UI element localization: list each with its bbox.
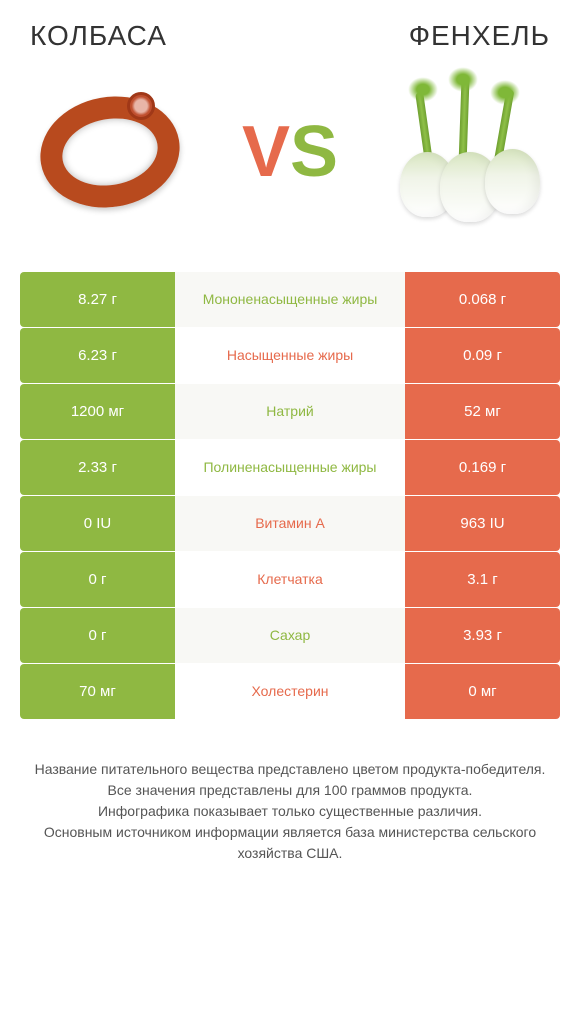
infographic-container: КОЛБАСА ФЕНХЕЛЬ VS 8 — [0, 0, 580, 874]
value-left: 8.27 г — [20, 272, 175, 327]
nutrient-label: Сахар — [175, 608, 405, 663]
vs-v: V — [242, 112, 290, 192]
table-row: 0 гСахар3.93 г — [20, 608, 560, 663]
value-left: 0 г — [20, 608, 175, 663]
nutrient-label: Насыщенные жиры — [175, 328, 405, 383]
table-row: 6.23 гНасыщенные жиры0.09 г — [20, 328, 560, 383]
nutrient-label: Натрий — [175, 384, 405, 439]
value-right: 52 мг — [405, 384, 560, 439]
value-right: 0.169 г — [405, 440, 560, 495]
value-left: 0 г — [20, 552, 175, 607]
footer-notes: Название питательного вещества представл… — [20, 759, 560, 864]
title-left: КОЛБАСА — [30, 20, 167, 52]
table-row: 0 гКлетчатка3.1 г — [20, 552, 560, 607]
value-right: 963 IU — [405, 496, 560, 551]
images-row: VS — [20, 62, 560, 242]
value-right: 0 мг — [405, 664, 560, 719]
sausage-image — [20, 67, 200, 237]
value-left: 1200 мг — [20, 384, 175, 439]
nutrient-label: Клетчатка — [175, 552, 405, 607]
footer-line: Основным источником информации является … — [30, 822, 550, 864]
value-right: 0.068 г — [405, 272, 560, 327]
value-left: 0 IU — [20, 496, 175, 551]
table-row: 2.33 гПолиненасыщенные жиры0.169 г — [20, 440, 560, 495]
value-left: 2.33 г — [20, 440, 175, 495]
value-right: 3.93 г — [405, 608, 560, 663]
value-right: 0.09 г — [405, 328, 560, 383]
footer-line: Все значения представлены для 100 граммо… — [30, 780, 550, 801]
value-right: 3.1 г — [405, 552, 560, 607]
nutrient-label: Холестерин — [175, 664, 405, 719]
footer-line: Инфографика показывает только существенн… — [30, 801, 550, 822]
table-row: 1200 мгНатрий52 мг — [20, 384, 560, 439]
fennel-image — [380, 67, 560, 237]
nutrient-label: Витамин A — [175, 496, 405, 551]
vs-label: VS — [242, 116, 338, 188]
table-row: 8.27 гМононенасыщенные жиры0.068 г — [20, 272, 560, 327]
table-row: 70 мгХолестерин0 мг — [20, 664, 560, 719]
nutrient-label: Полиненасыщенные жиры — [175, 440, 405, 495]
vs-s: S — [290, 112, 338, 192]
table-row: 0 IUВитамин A963 IU — [20, 496, 560, 551]
title-right: ФЕНХЕЛЬ — [409, 20, 550, 52]
nutrient-label: Мононенасыщенные жиры — [175, 272, 405, 327]
value-left: 6.23 г — [20, 328, 175, 383]
comparison-table: 8.27 гМононенасыщенные жиры0.068 г6.23 г… — [20, 272, 560, 719]
value-left: 70 мг — [20, 664, 175, 719]
header: КОЛБАСА ФЕНХЕЛЬ — [20, 20, 560, 52]
footer-line: Название питательного вещества представл… — [30, 759, 550, 780]
